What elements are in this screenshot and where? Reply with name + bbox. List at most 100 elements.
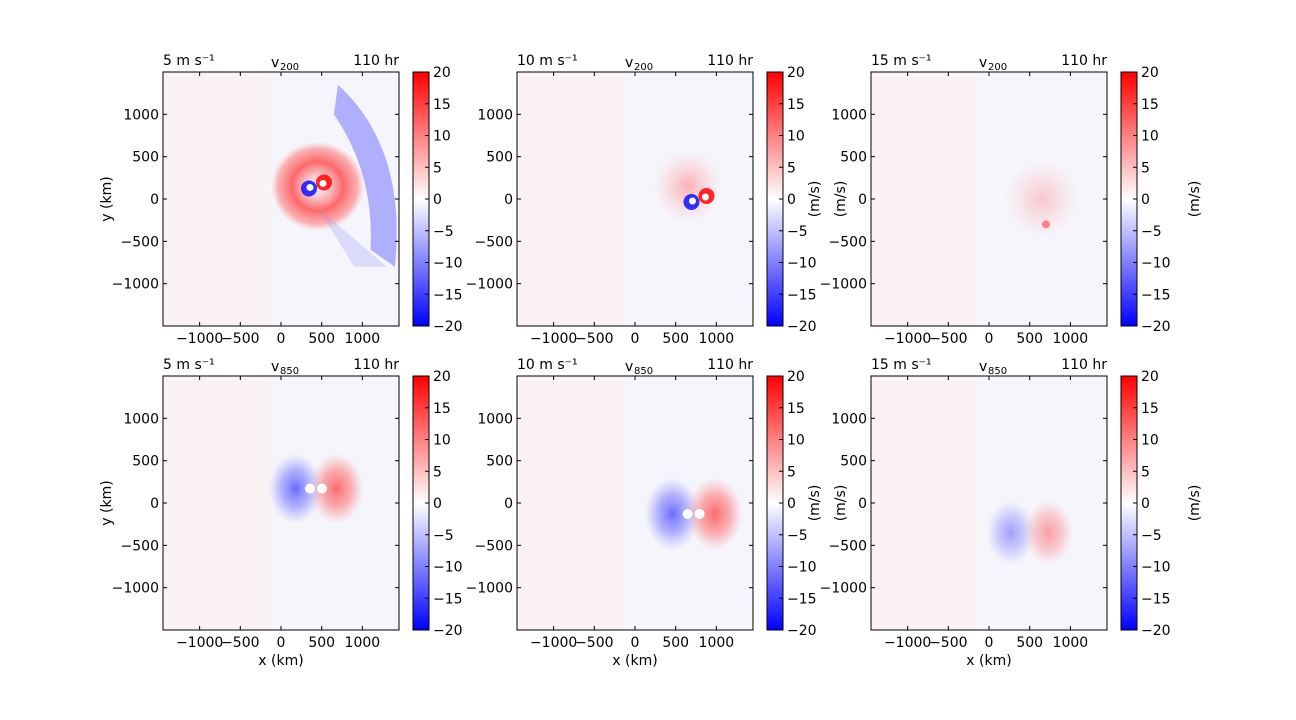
colorbar-tick-label: 0 (787, 496, 796, 512)
colorbar-tick-label: 15 (433, 401, 451, 417)
feature-eye-east (316, 483, 327, 494)
colorbar-tick-label: −20 (433, 623, 463, 639)
x-tick-label: 1000 (699, 635, 735, 651)
colorbar-tick-label: 20 (433, 369, 451, 385)
panel-title-left: 5 m s⁻¹ (163, 53, 215, 69)
x-tick-label: 500 (308, 331, 335, 347)
y-tick-label: −1000 (112, 277, 159, 293)
feature-dipole-negative (986, 500, 1036, 565)
y-tick-label: 500 (132, 150, 159, 166)
x-tick-label: 500 (1016, 635, 1043, 651)
y-axis-label: (m/s) (807, 485, 823, 522)
y-tick-label: −500 (475, 538, 513, 554)
colorbar-tick-label: −5 (787, 224, 808, 240)
y-tick-label: 500 (486, 150, 513, 166)
colorbar-tick-label: −10 (1141, 256, 1171, 272)
colorbar-tick-label: 10 (787, 129, 805, 145)
colorbar-tick-label: 5 (1141, 464, 1150, 480)
y-tick-label: −500 (829, 234, 867, 250)
x-tick-label: 500 (1016, 331, 1043, 347)
colorbar-tick-label: −15 (1141, 287, 1171, 303)
colorbar-tick-label: −5 (433, 528, 454, 544)
colorbar-tick-label: 20 (433, 65, 451, 81)
panel-title-left: 15 m s⁻¹ (871, 53, 932, 69)
y-tick-label: −500 (121, 234, 159, 250)
x-axis-label: x (km) (612, 653, 657, 669)
y-tick-label: 1000 (831, 107, 867, 123)
y-tick-label: −1000 (820, 581, 867, 597)
y-tick-label: −1000 (466, 581, 513, 597)
panel-title-center: v (979, 359, 987, 375)
colorbar-tick-label: 0 (433, 192, 442, 208)
panel-title-left: 10 m s⁻¹ (517, 53, 578, 69)
colorbar-tick-label: 0 (1141, 496, 1150, 512)
x-tick-label: 1000 (345, 331, 381, 347)
x-tick-label: −500 (221, 635, 259, 651)
panel-title-right: 110 hr (1061, 357, 1107, 373)
colorbar-tick-label: −15 (787, 591, 817, 607)
feature-dipole-positive (309, 453, 364, 524)
y-tick-label: 0 (858, 496, 867, 512)
panel-title-center: v (625, 359, 633, 375)
y-tick-label: 1000 (477, 411, 513, 427)
panel-title-right: 110 hr (707, 357, 753, 373)
panel-title-right: 110 hr (353, 357, 399, 373)
colorbar-tick-label: 5 (433, 464, 442, 480)
y-axis-label: y (km) (99, 480, 115, 525)
x-tick-label: 0 (631, 635, 640, 651)
x-tick-label: 500 (662, 331, 689, 347)
x-axis-label: x (km) (258, 653, 303, 669)
colorbar-label: (m/s) (833, 181, 849, 218)
panel-title-center: v (271, 359, 279, 375)
panel-title-center: v (979, 55, 987, 71)
x-tick-label: 0 (985, 635, 994, 651)
colorbar-tick-label: −10 (1141, 560, 1171, 576)
heatmap-field (871, 72, 1107, 326)
heatmap-background-west (871, 376, 978, 630)
panel-title-subscript: 200 (280, 62, 299, 73)
colorbar-tick-label: 15 (1141, 401, 1159, 417)
x-tick-label: −500 (575, 635, 613, 651)
colorbar-tick-label: 0 (787, 192, 796, 208)
x-tick-label: −1000 (884, 331, 931, 347)
x-tick-label: 1000 (699, 331, 735, 347)
y-tick-label: −500 (121, 538, 159, 554)
panel-title-subscript: 850 (280, 366, 299, 377)
x-tick-label: −1000 (884, 635, 931, 651)
y-tick-label: −1000 (112, 581, 159, 597)
feature-positive-blob (1005, 160, 1079, 238)
heatmap-field (517, 376, 753, 630)
panel-title-subscript: 200 (634, 62, 653, 73)
panel-title-center: v (271, 55, 279, 71)
colorbar-tick-label: 15 (787, 97, 805, 113)
heatmap-field (163, 72, 399, 326)
x-tick-label: 1000 (1053, 331, 1089, 347)
feature-eye-west (682, 509, 693, 520)
x-tick-label: −500 (575, 331, 613, 347)
y-axis-label: y (km) (99, 176, 115, 221)
colorbar-tick-label: 5 (1141, 160, 1150, 176)
colorbar-tick-label: −15 (433, 287, 463, 303)
colorbar-tick-label: 15 (787, 401, 805, 417)
panel-title-left: 5 m s⁻¹ (163, 357, 215, 373)
colorbar-tick-label: 10 (433, 129, 451, 145)
panel-title-left: 15 m s⁻¹ (871, 357, 932, 373)
colorbar-tick-label: −10 (787, 256, 817, 272)
panel-title-subscript: 200 (988, 62, 1007, 73)
y-tick-label: −1000 (466, 277, 513, 293)
y-tick-label: 0 (150, 192, 159, 208)
y-tick-label: 500 (840, 454, 867, 470)
x-tick-label: 0 (277, 331, 286, 347)
x-tick-label: −1000 (530, 635, 577, 651)
feature-eye-east (694, 509, 705, 520)
feature-core-eye-east (701, 193, 709, 201)
feature-core-eye-west (306, 183, 314, 191)
feature-negative-wedge (317, 207, 387, 267)
colorbar-tick-label: 0 (1141, 192, 1150, 208)
heatmap-background-west (517, 376, 624, 630)
